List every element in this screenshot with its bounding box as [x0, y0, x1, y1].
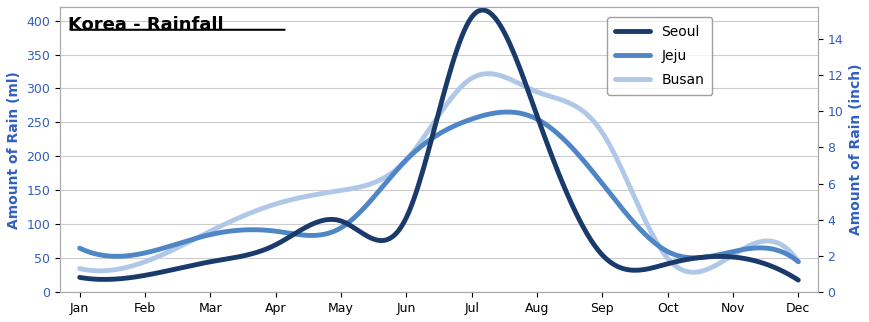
Legend: Seoul, Jeju, Busan: Seoul, Jeju, Busan	[607, 17, 712, 95]
Y-axis label: Amount of Rain (ml): Amount of Rain (ml)	[7, 71, 21, 229]
Y-axis label: Amount of Rain (inch): Amount of Rain (inch)	[848, 64, 862, 235]
Text: Korea - Rainfall: Korea - Rainfall	[68, 15, 223, 33]
